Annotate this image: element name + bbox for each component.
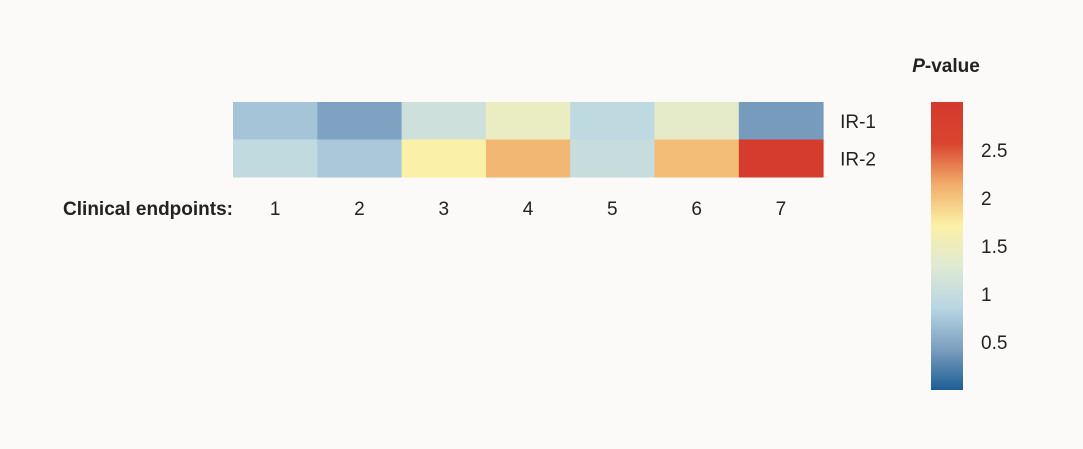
color-legend: P-value 0.5 1 1.5 2 2.5: [912, 56, 1007, 390]
color-scale-bar: [931, 102, 963, 390]
column-label: 6: [691, 199, 702, 220]
row-labels: IR-1 IR-2: [840, 112, 876, 171]
legend-tick-label: 1: [981, 285, 992, 306]
row-label: IR-1: [840, 112, 876, 133]
row-axis-label: Clinical endpoints:: [63, 199, 233, 220]
column-label: 2: [354, 199, 365, 220]
heatmap-cell: [654, 102, 740, 140]
heatmap-cell: [570, 102, 655, 140]
heatmap-cell: [233, 102, 318, 140]
heatmap-cell: [233, 139, 318, 178]
column-label: 7: [776, 199, 787, 220]
column-label: 1: [270, 199, 281, 220]
legend-title: P-value: [912, 56, 980, 77]
heatmap-cell: [570, 139, 655, 178]
column-labels: 1 2 3 4 5 6 7: [270, 199, 786, 220]
legend-tick-label: 1.5: [981, 237, 1007, 258]
legend-tick-label: 2: [981, 189, 992, 210]
heatmap-cell: [738, 102, 824, 140]
column-label: 4: [523, 199, 534, 220]
heatmap-cell: [738, 139, 824, 178]
legend-ticks: 0.5 1 1.5 2 2.5: [981, 141, 1007, 354]
heatmap-cell: [401, 102, 487, 140]
row-label: IR-2: [840, 149, 876, 170]
legend-tick-label: 2.5: [981, 141, 1007, 162]
heatmap-cell: [317, 102, 403, 140]
heatmap-cell: [654, 139, 740, 178]
heatmap-cell: [317, 139, 403, 178]
heatmap-cell: [401, 139, 487, 178]
legend-tick-label: 0.5: [981, 333, 1007, 354]
heatmap-cell: [485, 139, 571, 178]
column-label: 3: [438, 199, 449, 220]
column-label: 5: [607, 199, 618, 220]
heatmap-cells: [233, 102, 824, 178]
heatmap-cell: [485, 102, 571, 140]
